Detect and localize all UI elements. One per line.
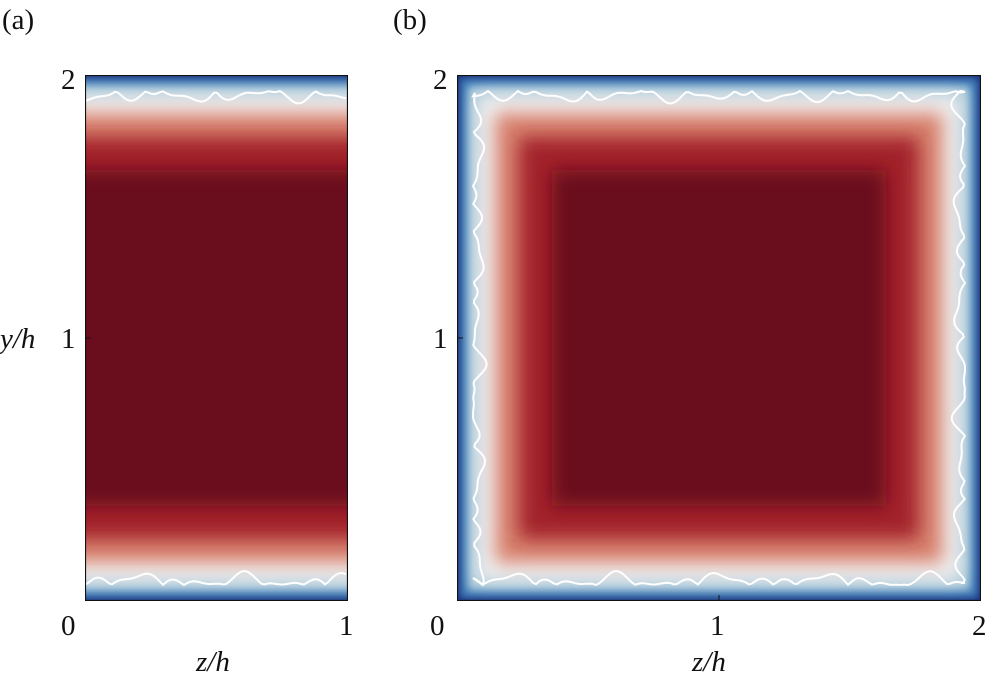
b-ytick-2: 2: [433, 64, 448, 96]
a-ylabel: y/h: [0, 323, 36, 355]
core-region: [85, 170, 348, 506]
top-interface-contour: [85, 90, 347, 105]
b-xtick-1: 1: [710, 610, 725, 642]
panel-a-heatmap: [85, 75, 348, 601]
b-xlabel: z/h: [692, 646, 726, 678]
b-xtick-2: 2: [972, 610, 987, 642]
a-xtick-1: 1: [339, 610, 354, 642]
panel-b-heatmap: [457, 75, 981, 601]
interface-contour: [471, 89, 967, 587]
a-ytick-1: 1: [61, 323, 76, 355]
b-xtick-0: 0: [430, 610, 445, 642]
b-ytick-1: 1: [433, 323, 448, 355]
a-xtick-0: 0: [61, 610, 76, 642]
panel-a-label: (a): [2, 4, 35, 36]
core-region: [552, 170, 886, 506]
bottom-interface-contour: [85, 569, 347, 587]
a-xlabel: z/h: [196, 646, 230, 678]
panel-b-label: (b): [393, 4, 427, 36]
a-ytick-2: 2: [61, 64, 76, 96]
